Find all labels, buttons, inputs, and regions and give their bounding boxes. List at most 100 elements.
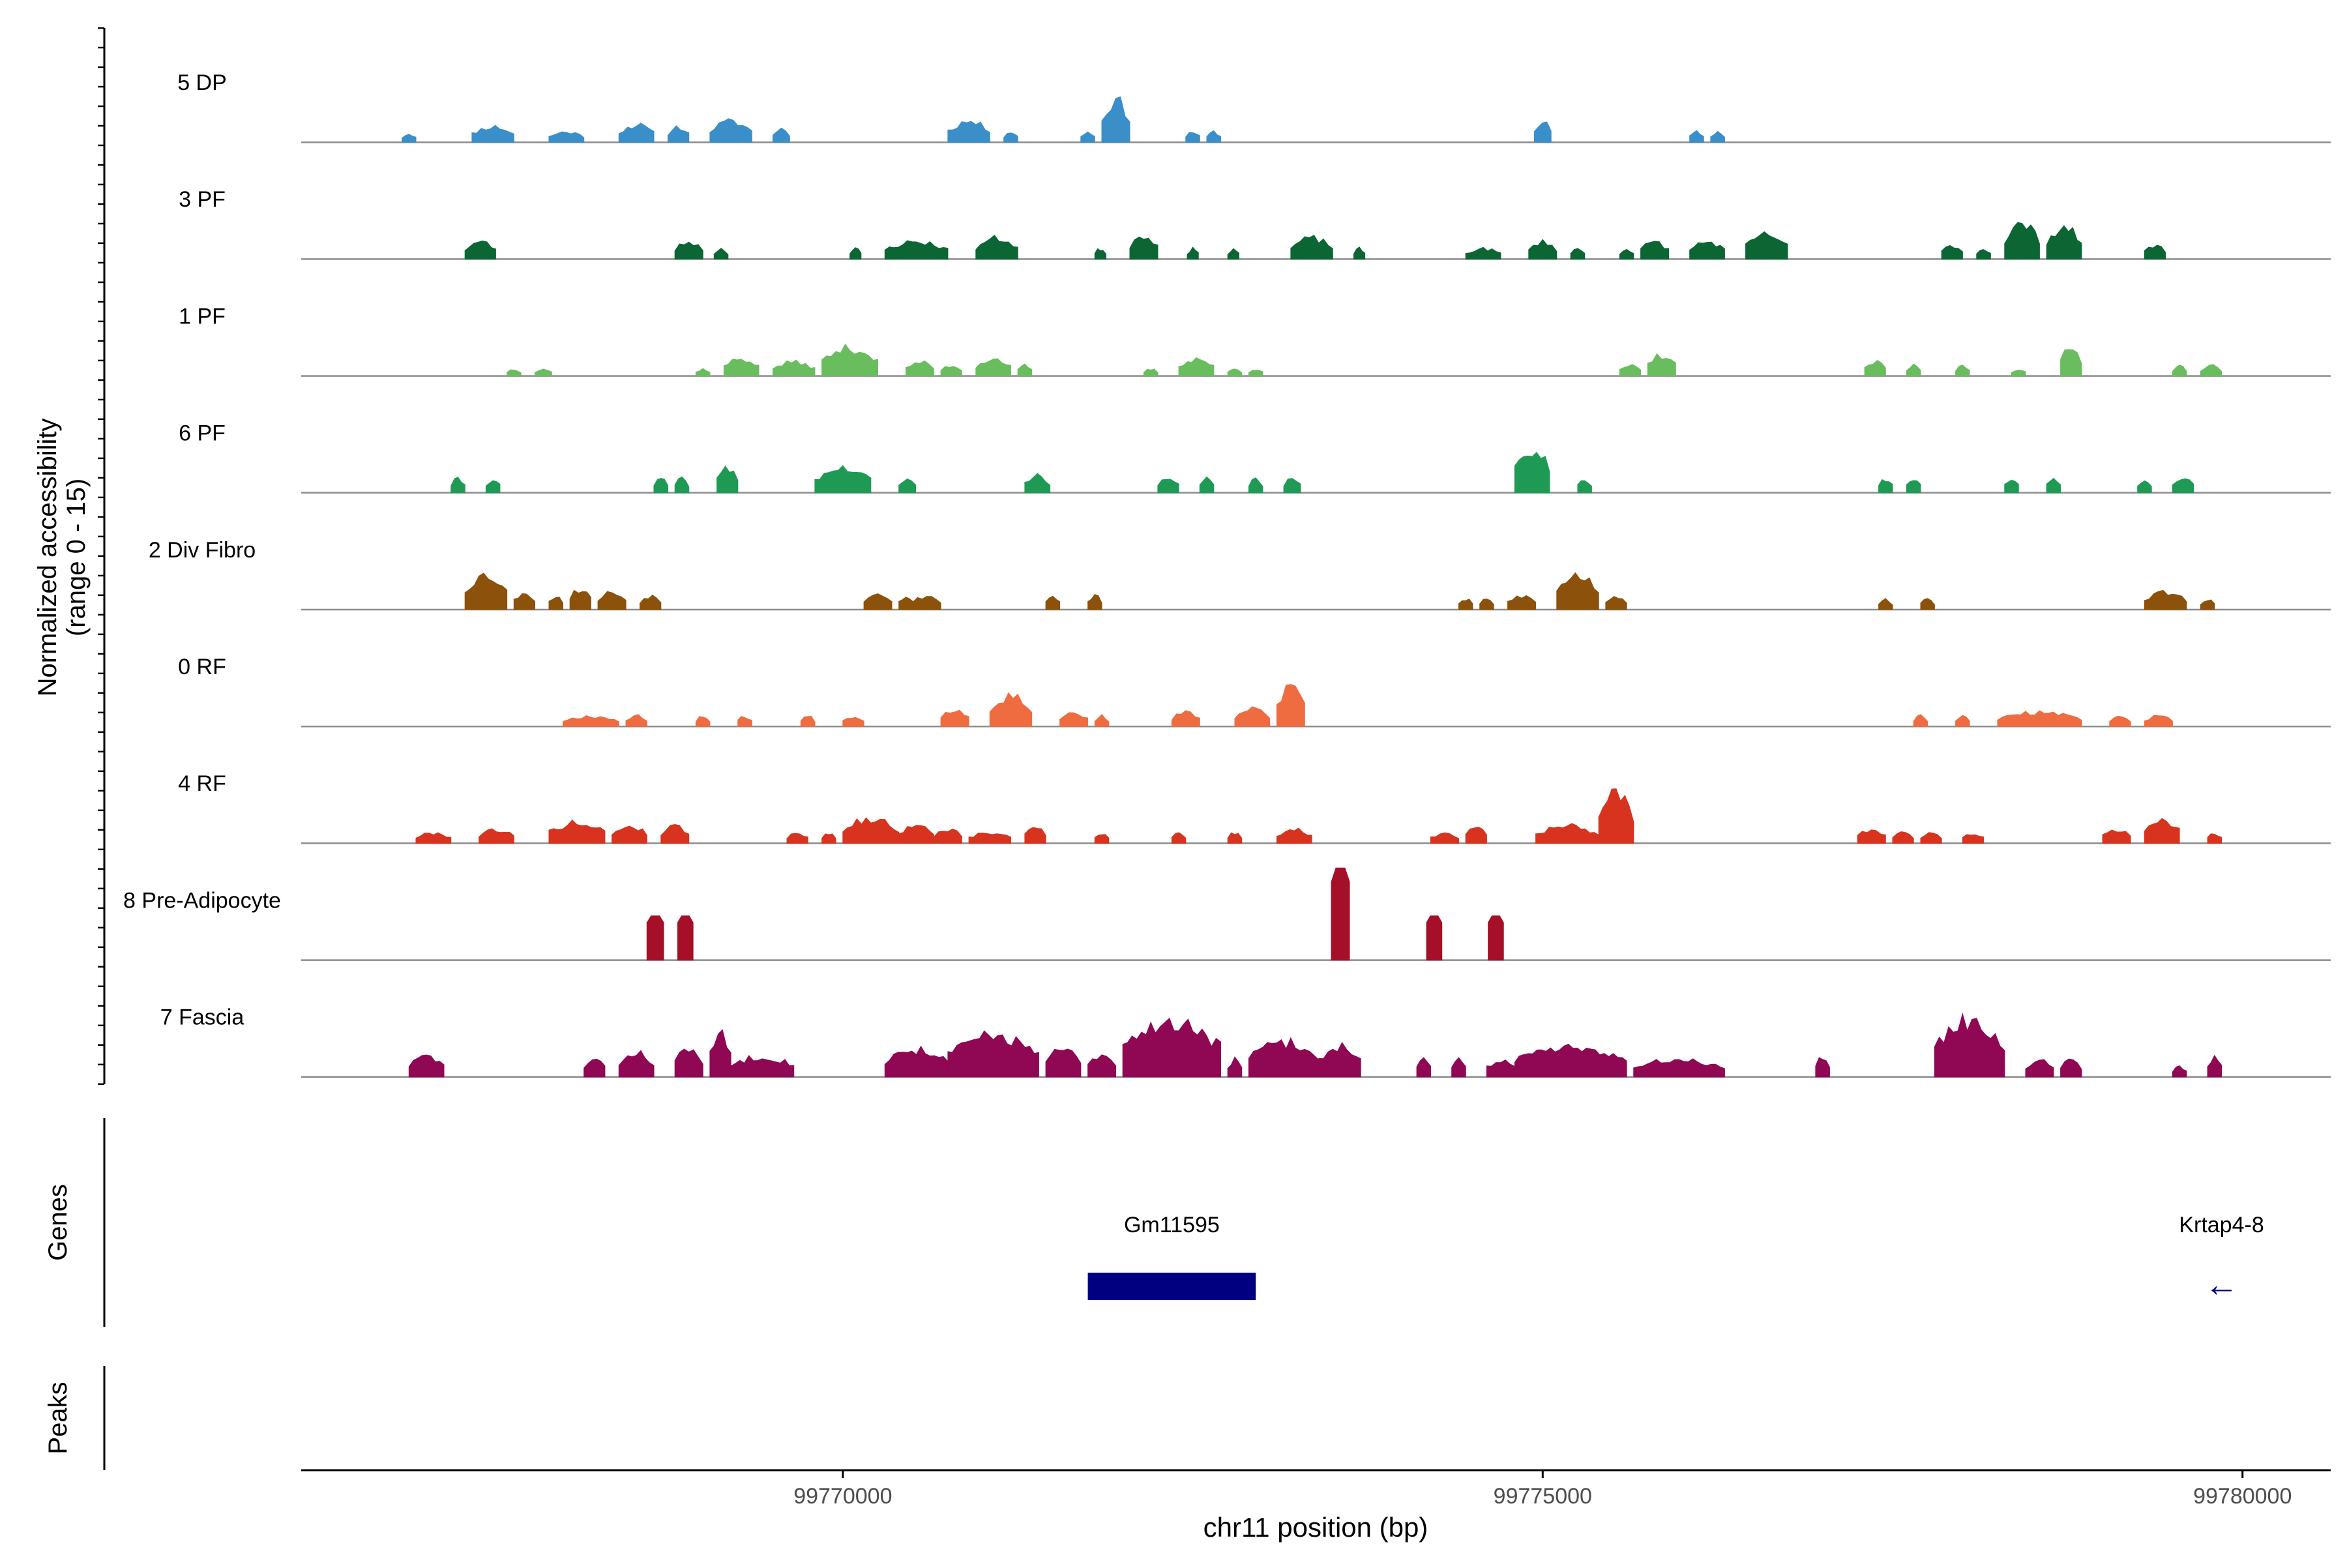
track-label: 8 Pre-Adipocyte [123, 888, 281, 913]
coverage-region [1647, 353, 1676, 377]
coverage-region [773, 127, 790, 143]
coverage-region [1815, 1057, 1830, 1078]
coverage-region [640, 595, 662, 610]
coverage-region [1955, 364, 1970, 377]
coverage-region [1024, 473, 1051, 494]
coverage-region [1276, 684, 1305, 727]
coverage-region [1864, 360, 1886, 377]
coverage-region [2144, 818, 2180, 844]
coverage-region [898, 478, 916, 494]
coverage-region [1059, 712, 1089, 727]
coverage-region [1920, 832, 1942, 844]
coverage-region [1465, 246, 1501, 259]
coverage-region [2109, 715, 2131, 727]
gene-gm11595: Gm11595 [1087, 1213, 1256, 1300]
coverage-region [1101, 96, 1130, 143]
coverage-y-axis [98, 27, 106, 1086]
coverage-region [1451, 1057, 1466, 1078]
coverage-region [1920, 598, 1935, 610]
track-3-pf: 3 PF [179, 187, 2331, 260]
coverage-region [786, 833, 808, 844]
coverage-region [1533, 121, 1552, 143]
track-label: 3 PF [179, 187, 226, 212]
coverage-region [653, 478, 668, 494]
coverage-region [884, 1045, 949, 1078]
coverage-region [2200, 599, 2215, 610]
coverage-region [1535, 823, 1599, 844]
gene-label: Gm11595 [1124, 1213, 1220, 1237]
track-label: 0 RF [178, 655, 226, 679]
track-label: 4 RF [178, 771, 226, 796]
coverage-region [947, 121, 990, 143]
coverage-region [1178, 357, 1215, 377]
coverage-region [471, 125, 514, 143]
gene-krtap4-8: Krtap4-8 ← [2179, 1213, 2264, 1304]
coverage-region [1171, 832, 1187, 844]
coverage-region [1094, 713, 1110, 727]
genes-panel-label: Genes [44, 1184, 72, 1261]
y-axis-label-line2: (range 0 - 15) [62, 479, 91, 636]
track-label: 1 PF [179, 304, 226, 329]
coverage-region [2172, 1065, 2187, 1078]
coverage-region [507, 369, 522, 377]
coverage-region [2144, 589, 2187, 610]
coverage-region [1276, 827, 1312, 844]
coverage-region [1570, 248, 1586, 259]
coverage-region [1892, 831, 1914, 844]
coverage-region [2137, 480, 2152, 494]
coverage-region [1234, 706, 1271, 727]
coverage-region [2207, 1054, 2222, 1078]
coverage-region [1479, 599, 1494, 610]
coverage-region [646, 915, 664, 961]
coverage-region [1290, 235, 1333, 259]
x-tick-label: 99770000 [793, 1484, 892, 1509]
coverage-region [1094, 834, 1110, 844]
coverage-region [618, 1050, 655, 1078]
coverage-region [1199, 476, 1215, 494]
coverage-region [674, 1048, 703, 1078]
coverage-region [1227, 1056, 1243, 1078]
coverage-region [773, 359, 816, 377]
coverage-region [2004, 479, 2019, 494]
coverage-region [1906, 480, 1921, 494]
coverage-region [2144, 715, 2173, 727]
coverage-region [884, 240, 949, 259]
coverage-region [1514, 1043, 1627, 1078]
coverage-region [677, 915, 694, 961]
coverage-region [1486, 1059, 1515, 1078]
coverage-region [947, 1030, 1039, 1078]
y-axis-label-line1: Normalized accessibility [33, 419, 62, 697]
coverage-region [618, 123, 655, 143]
coverage-region [800, 715, 816, 727]
coverage-region [2011, 370, 2026, 377]
coverage-region [625, 714, 647, 727]
coverage-region [1528, 239, 1557, 259]
coverage-region [842, 717, 864, 727]
coverage-region [2046, 477, 2061, 494]
track-5-dp: 5 DP [177, 70, 2331, 143]
coverage-region [479, 828, 514, 844]
coverage-region [906, 360, 934, 377]
coverage-region [597, 591, 627, 610]
coverage-region [695, 368, 711, 377]
coverage-region [1227, 368, 1243, 377]
coverage-region [548, 597, 563, 610]
track-7-fascia: 7 Fascia [160, 1005, 2331, 1078]
coverage-region [2102, 829, 2131, 844]
track-label: 5 DP [177, 70, 227, 95]
coverage-region [1206, 130, 1221, 143]
coverage-region [408, 1054, 445, 1078]
coverage-region [1227, 248, 1239, 259]
coverage-region [989, 692, 1033, 727]
coverage-region [2144, 244, 2166, 259]
coverage-region [821, 833, 836, 844]
coverage-region [1577, 480, 1592, 494]
coverage-region [940, 366, 962, 377]
coverage-region [2060, 1058, 2082, 1078]
coverage-region [1878, 479, 1893, 494]
x-tick-label: 99780000 [2193, 1484, 2292, 1509]
coverage-region [2172, 478, 2194, 494]
coverage-region [1045, 1048, 1082, 1078]
coverage-region [716, 466, 739, 494]
coverage-region [1507, 595, 1537, 610]
